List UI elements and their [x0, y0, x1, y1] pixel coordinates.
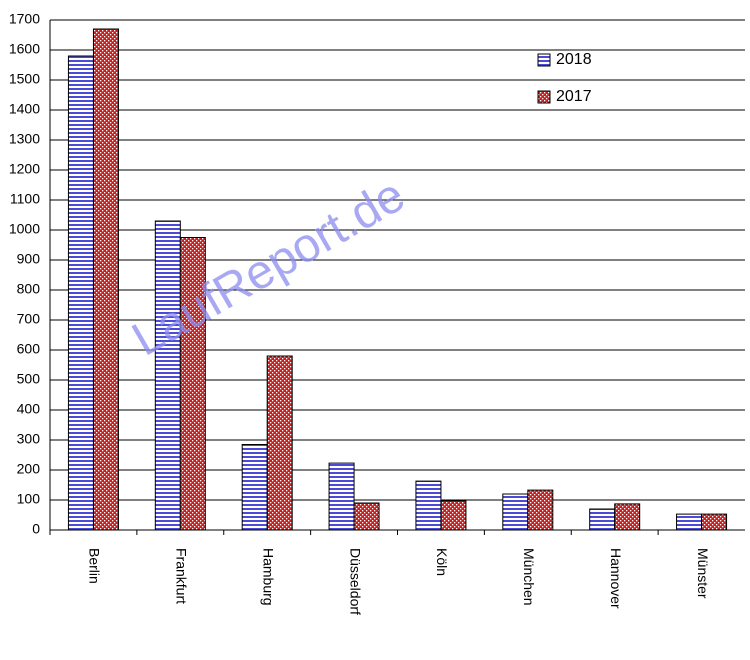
bar: [353, 502, 380, 531]
x-tick-label: Düsseldorf: [347, 548, 363, 615]
bar: [415, 480, 442, 531]
y-tick-label: 1500: [9, 71, 40, 87]
x-tick-label: Frankfurt: [174, 548, 190, 604]
y-tick-label: 500: [17, 371, 41, 387]
bar: [676, 513, 703, 531]
legend-label: 2017: [556, 88, 592, 105]
y-tick-label: 1600: [9, 41, 40, 57]
bar: [67, 55, 94, 531]
bar: [527, 489, 554, 531]
y-tick-label: 1700: [9, 11, 40, 27]
bar: [266, 355, 293, 531]
y-tick-label: 700: [17, 311, 41, 327]
y-tick-label: 300: [17, 431, 41, 447]
x-tick-label: Münster: [695, 548, 711, 599]
bar: [92, 28, 119, 531]
y-tick-label: 400: [17, 401, 41, 417]
bar: [154, 220, 181, 531]
y-tick-label: 800: [17, 281, 41, 297]
x-tick-label: Hannover: [608, 548, 624, 609]
legend-swatch: [537, 53, 551, 67]
bar: [440, 500, 467, 531]
x-tick-label: München: [521, 548, 537, 606]
x-tick-label: Hamburg: [260, 548, 276, 606]
y-tick-label: 1000: [9, 221, 40, 237]
legend-swatch: [537, 90, 551, 104]
legend-label: 2018: [556, 51, 592, 68]
bar: [179, 237, 206, 531]
bar: [701, 513, 728, 531]
y-tick-label: 200: [17, 461, 41, 477]
y-tick-label: 600: [17, 341, 41, 357]
y-tick-label: 900: [17, 251, 41, 267]
y-tick-label: 1200: [9, 161, 40, 177]
bar: [614, 503, 641, 531]
y-tick-label: 0: [32, 521, 40, 537]
bar: [241, 444, 268, 531]
y-tick-label: 1100: [10, 191, 40, 207]
y-tick-label: 1400: [9, 101, 40, 117]
bar: [502, 493, 529, 531]
x-tick-label: Berlin: [87, 548, 103, 584]
bar: [589, 508, 616, 531]
bar: [328, 462, 355, 531]
y-tick-label: 100: [17, 491, 41, 507]
y-tick-label: 1300: [9, 131, 40, 147]
x-tick-label: Köln: [434, 548, 450, 576]
